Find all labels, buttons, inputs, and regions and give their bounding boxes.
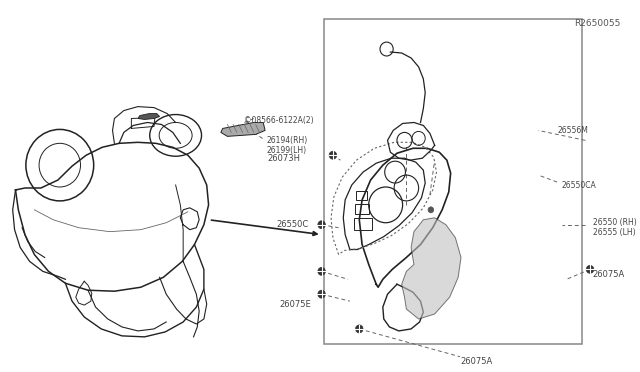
Circle shape — [586, 265, 594, 273]
Text: 26073H: 26073H — [267, 154, 300, 163]
Text: 26075E: 26075E — [279, 299, 311, 309]
Polygon shape — [138, 113, 159, 119]
Text: R2650055: R2650055 — [574, 19, 620, 28]
Text: 26194(RH)
26199(LH): 26194(RH) 26199(LH) — [267, 136, 308, 155]
Text: 26556M: 26556M — [557, 126, 588, 135]
Bar — [324, 19, 582, 344]
Circle shape — [318, 221, 325, 229]
Text: ©08566-6122A(2): ©08566-6122A(2) — [244, 116, 314, 125]
Text: 26550CA: 26550CA — [562, 180, 596, 189]
Text: 26075A: 26075A — [593, 270, 625, 279]
Circle shape — [318, 290, 325, 298]
Text: 26550 (RH)
26555 (LH): 26550 (RH) 26555 (LH) — [593, 218, 637, 237]
Polygon shape — [402, 218, 461, 319]
Circle shape — [329, 151, 337, 159]
Circle shape — [428, 207, 434, 213]
Circle shape — [355, 325, 363, 333]
Text: 26075A: 26075A — [460, 357, 492, 366]
Circle shape — [318, 267, 325, 275]
Text: 26550C: 26550C — [276, 220, 308, 229]
Polygon shape — [221, 122, 265, 137]
